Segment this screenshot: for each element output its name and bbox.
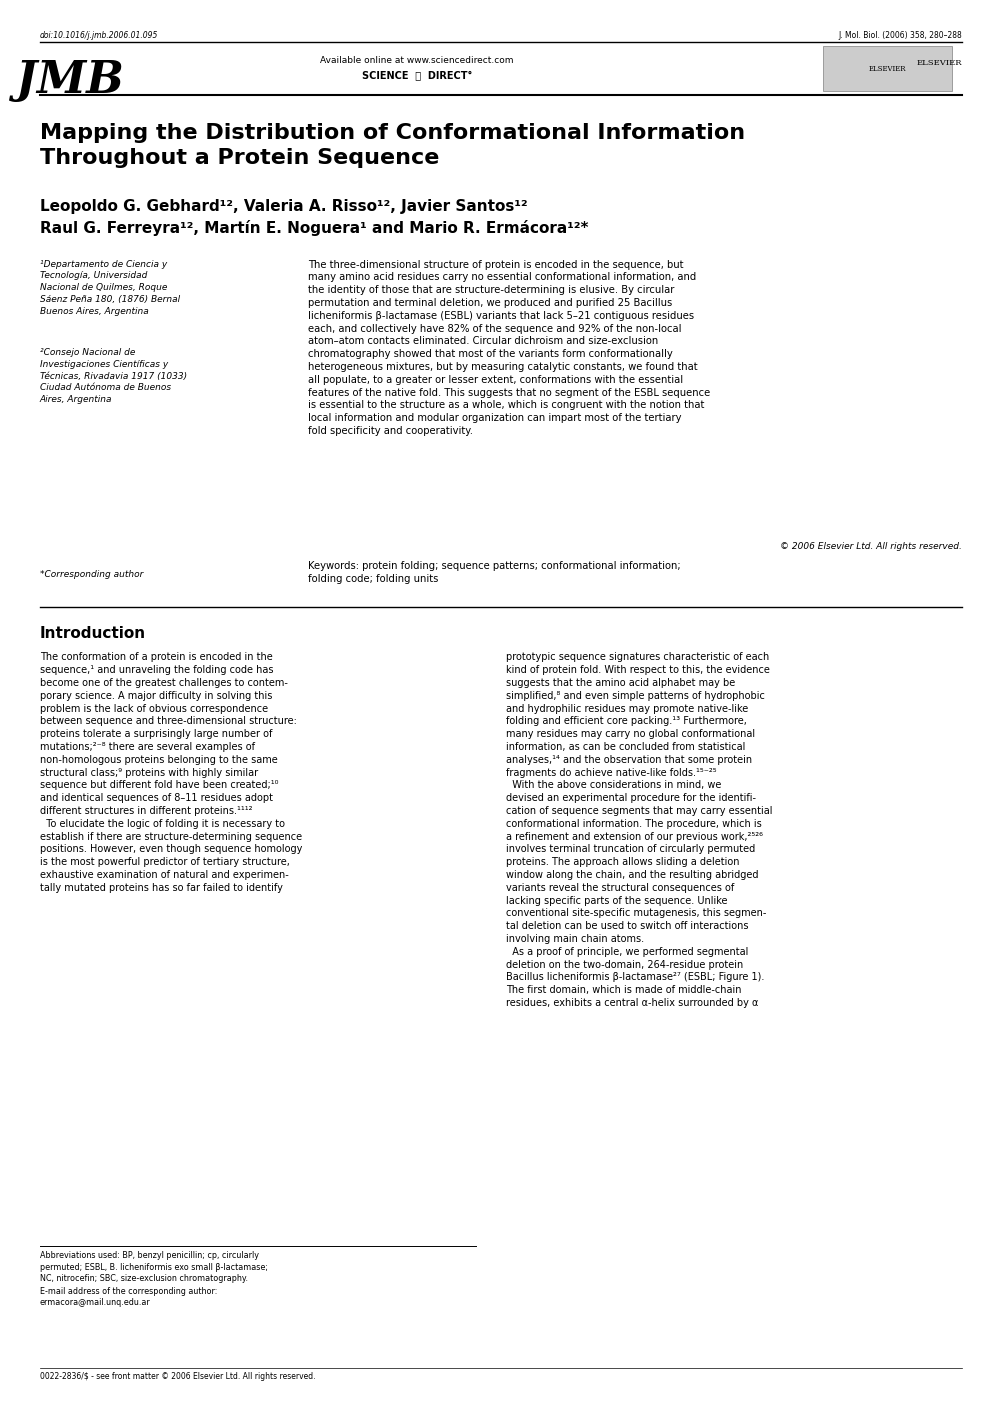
Text: ²Consejo Nacional de
Investigaciones Científicas y
Técnicas, Rivadavia 1917 (103: ²Consejo Nacional de Investigaciones Cie…	[40, 348, 186, 404]
Text: Mapping the Distribution of Conformational Information
Throughout a Protein Sequ: Mapping the Distribution of Conformation…	[40, 123, 745, 168]
Text: *Corresponding author: *Corresponding author	[40, 570, 143, 578]
Text: The three-dimensional structure of protein is encoded in the sequence, but
many : The three-dimensional structure of prote…	[308, 260, 710, 436]
FancyBboxPatch shape	[823, 46, 952, 91]
Text: JMB: JMB	[16, 59, 123, 102]
Text: SCIENCE  ⓐ  DIRECT°: SCIENCE ⓐ DIRECT°	[361, 70, 472, 80]
Text: ELSEVIER: ELSEVIER	[869, 65, 907, 73]
Text: Leopoldo G. Gebhard¹², Valeria A. Risso¹², Javier Santos¹²: Leopoldo G. Gebhard¹², Valeria A. Risso¹…	[40, 199, 528, 215]
Text: J. Mol. Biol. (2006) 358, 280–288: J. Mol. Biol. (2006) 358, 280–288	[838, 31, 962, 39]
Text: Introduction: Introduction	[40, 626, 146, 641]
Text: The conformation of a protein is encoded in the
sequence,¹ and unraveling the fo: The conformation of a protein is encoded…	[40, 652, 303, 892]
Text: doi:10.1016/j.jmb.2006.01.095: doi:10.1016/j.jmb.2006.01.095	[40, 31, 158, 39]
Text: ELSEVIER: ELSEVIER	[917, 59, 962, 67]
Text: 0022-2836/$ - see front matter © 2006 Elsevier Ltd. All rights reserved.: 0022-2836/$ - see front matter © 2006 El…	[40, 1372, 315, 1381]
Text: © 2006 Elsevier Ltd. All rights reserved.: © 2006 Elsevier Ltd. All rights reserved…	[781, 542, 962, 550]
Text: Abbreviations used: BP, benzyl penicillin; cp, circularly
permuted; ESBL, B. lic: Abbreviations used: BP, benzyl penicilli…	[40, 1251, 268, 1282]
Text: Keywords: protein folding; sequence patterns; conformational information;
foldin: Keywords: protein folding; sequence patt…	[308, 561, 681, 584]
Text: Available online at www.sciencedirect.com: Available online at www.sciencedirect.co…	[320, 56, 514, 65]
Text: E-mail address of the corresponding author:
ermacora@mail.unq.edu.ar: E-mail address of the corresponding auth…	[40, 1287, 217, 1306]
Text: prototypic sequence signatures characteristic of each
kind of protein fold. With: prototypic sequence signatures character…	[506, 652, 773, 1007]
Text: Raul G. Ferreyra¹², Martín E. Noguera¹ and Mario R. Ermácora¹²*: Raul G. Ferreyra¹², Martín E. Noguera¹ a…	[40, 220, 588, 236]
Text: ¹Departamento de Ciencia y
Tecnología, Universidad
Nacional de Quilmes, Roque
Sá: ¹Departamento de Ciencia y Tecnología, U…	[40, 260, 180, 316]
